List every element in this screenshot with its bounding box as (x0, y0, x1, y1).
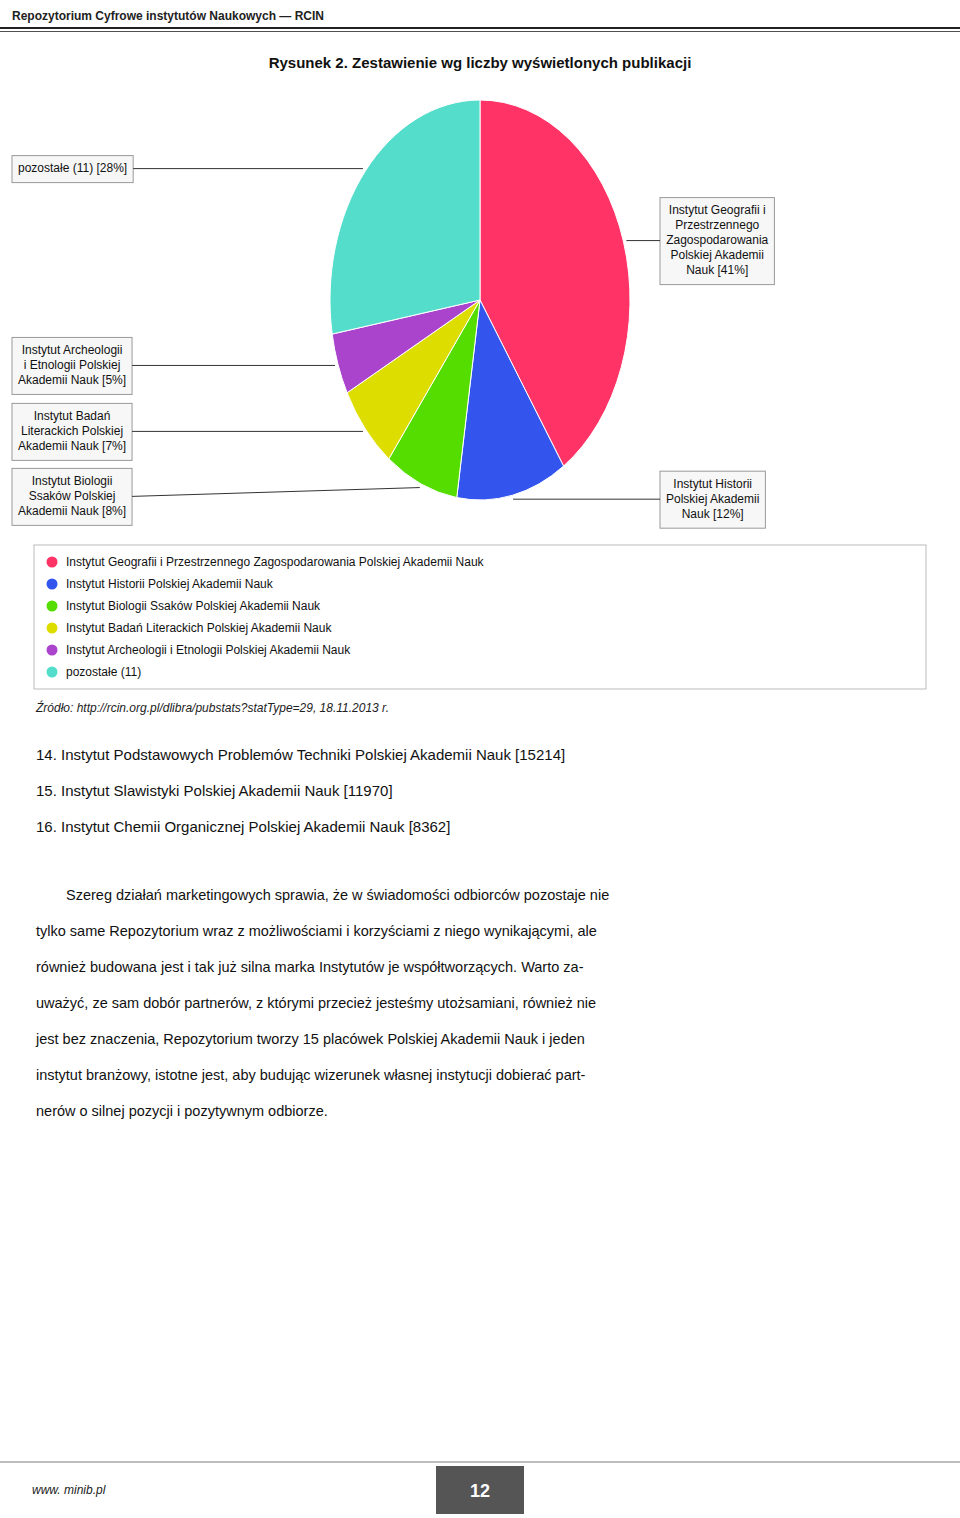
numbered-item: 14. Instytut Podstawowych Problemów Tech… (36, 746, 565, 763)
leader-line (132, 431, 363, 432)
data-label-group: pozostałe (11) [28%] (12, 156, 133, 183)
background (0, 0, 960, 1518)
page-number-box (436, 1466, 524, 1514)
data-label-line: Ssaków Polskiej (29, 489, 116, 503)
data-label-line: Instytut Badań (34, 409, 111, 423)
legend-swatch (47, 579, 58, 590)
source-text: Źródło: http://rcin.org.pl/dlibra/pubsta… (35, 700, 389, 715)
footer-rule (0, 1462, 960, 1463)
data-label-group: Instytut Geografii iPrzestrzennegoZagosp… (660, 198, 774, 285)
legend-label: Instytut Badań Literackich Polskiej Akad… (66, 621, 332, 635)
data-label: pozostałe (11) [28%] (18, 161, 127, 175)
legend: Instytut Geografii i Przestrzennego Zago… (34, 545, 926, 689)
data-label-group: Instytut BadańLiterackich PolskiejAkadem… (12, 403, 132, 460)
data-label-line: Polskiej Akademii (666, 492, 759, 506)
data-label-line: Instytut Archeologii (22, 343, 123, 357)
chart-title: Rysunek 2. Zestawienie wg liczby wyświet… (269, 54, 692, 71)
data-label-line: Nauk [41%] (686, 263, 748, 277)
header-text: Repozytorium Cyfrowe instytutów Naukowyc… (12, 9, 324, 23)
page: Repozytorium Cyfrowe instytutów Naukowyc… (0, 0, 960, 1518)
legend-label: Instytut Archeologii i Etnologii Polskie… (66, 643, 351, 657)
data-label-line: Instytut Biologii (32, 474, 113, 488)
data-label-group: Instytut HistoriiPolskiej AkademiiNauk [… (660, 471, 765, 528)
data-label-group: Instytut BiologiiSsaków PolskiejAkademii… (12, 468, 132, 525)
data-label-line: Akademii Nauk [5%] (18, 373, 126, 387)
legend-swatch (47, 667, 58, 678)
data-label-line: pozostałe (11) [28%] (18, 161, 127, 175)
data-label: Instytut HistoriiPolskiej AkademiiNauk [… (666, 477, 759, 521)
leader-line (132, 365, 335, 366)
page-body: {"chart_data": { "type": "pie", "title":… (0, 0, 960, 1518)
legend-label: Instytut Geografii i Przestrzennego Zago… (66, 555, 485, 569)
header-rule (0, 27, 960, 29)
legend-swatch (47, 645, 58, 656)
footer-text: www. minib.pl (32, 1483, 106, 1497)
page-number: 12 (470, 1481, 490, 1501)
legend-label: Instytut Biologii Ssaków Polskiej Akadem… (66, 599, 321, 613)
data-label-box (12, 156, 133, 183)
body-line: również budowana jest i tak już silna ma… (36, 959, 584, 975)
legend-swatch (47, 557, 58, 568)
data-label: Instytut Archeologiii Etnologii Polskiej… (18, 343, 126, 387)
legend-swatch (47, 623, 58, 634)
data-label-box (12, 403, 132, 460)
legend-frame (34, 545, 926, 689)
leader-line (132, 488, 420, 497)
leader-line (133, 168, 363, 169)
data-label-line: Zagospodarowania (666, 233, 768, 247)
data-label-line: Przestrzennego (675, 218, 759, 232)
pie-slice (330, 100, 480, 334)
body-line: nerów o silnej pozycji i pozytywnym odbi… (36, 1103, 328, 1119)
pie (330, 100, 630, 500)
data-label-line: Nauk [12%] (682, 507, 744, 521)
header-rule (0, 31, 960, 32)
leader-line (626, 240, 660, 241)
data-label-line: i Etnologii Polskiej (24, 358, 121, 372)
legend-label: Instytut Historii Polskiej Akademii Nauk (66, 577, 274, 591)
body-line: Szereg działań marketingowych sprawia, ż… (66, 887, 609, 903)
body-line: tylko same Repozytorium wraz z możliwośc… (36, 923, 597, 939)
data-label-line: Instytut Historii (673, 477, 752, 491)
body-line: instytut branżowy, istotne jest, aby bud… (36, 1067, 586, 1083)
data-label-box (12, 468, 132, 525)
legend-swatch (47, 601, 58, 612)
body-line: jest bez znaczenia, Repozytorium tworzy … (35, 1031, 585, 1047)
data-label-line: Akademii Nauk [8%] (18, 504, 126, 518)
data-label-line: Polskiej Akademii (671, 248, 764, 262)
data-label-box (660, 198, 774, 285)
data-label: Instytut BadańLiterackich PolskiejAkadem… (18, 409, 126, 453)
data-label-box (660, 471, 765, 528)
legend-label: pozostałe (11) (66, 665, 141, 679)
numbered-item: 15. Instytut Slawistyki Polskiej Akademi… (36, 782, 393, 799)
leader-line (513, 499, 660, 500)
data-label-line: Instytut Geografii i (669, 203, 766, 217)
data-label-box (12, 337, 132, 394)
body-line: uważyć, ze sam dobór partnerów, z którym… (36, 995, 596, 1011)
data-label: Instytut Geografii iPrzestrzennegoZagosp… (666, 203, 768, 277)
data-label-line: Akademii Nauk [7%] (18, 439, 126, 453)
data-label: Instytut BiologiiSsaków PolskiejAkademii… (18, 474, 126, 518)
numbered-item: 16. Instytut Chemii Organicznej Polskiej… (36, 818, 450, 835)
data-label-group: Instytut Archeologiii Etnologii Polskiej… (12, 337, 132, 394)
data-label-line: Literackich Polskiej (21, 424, 123, 438)
